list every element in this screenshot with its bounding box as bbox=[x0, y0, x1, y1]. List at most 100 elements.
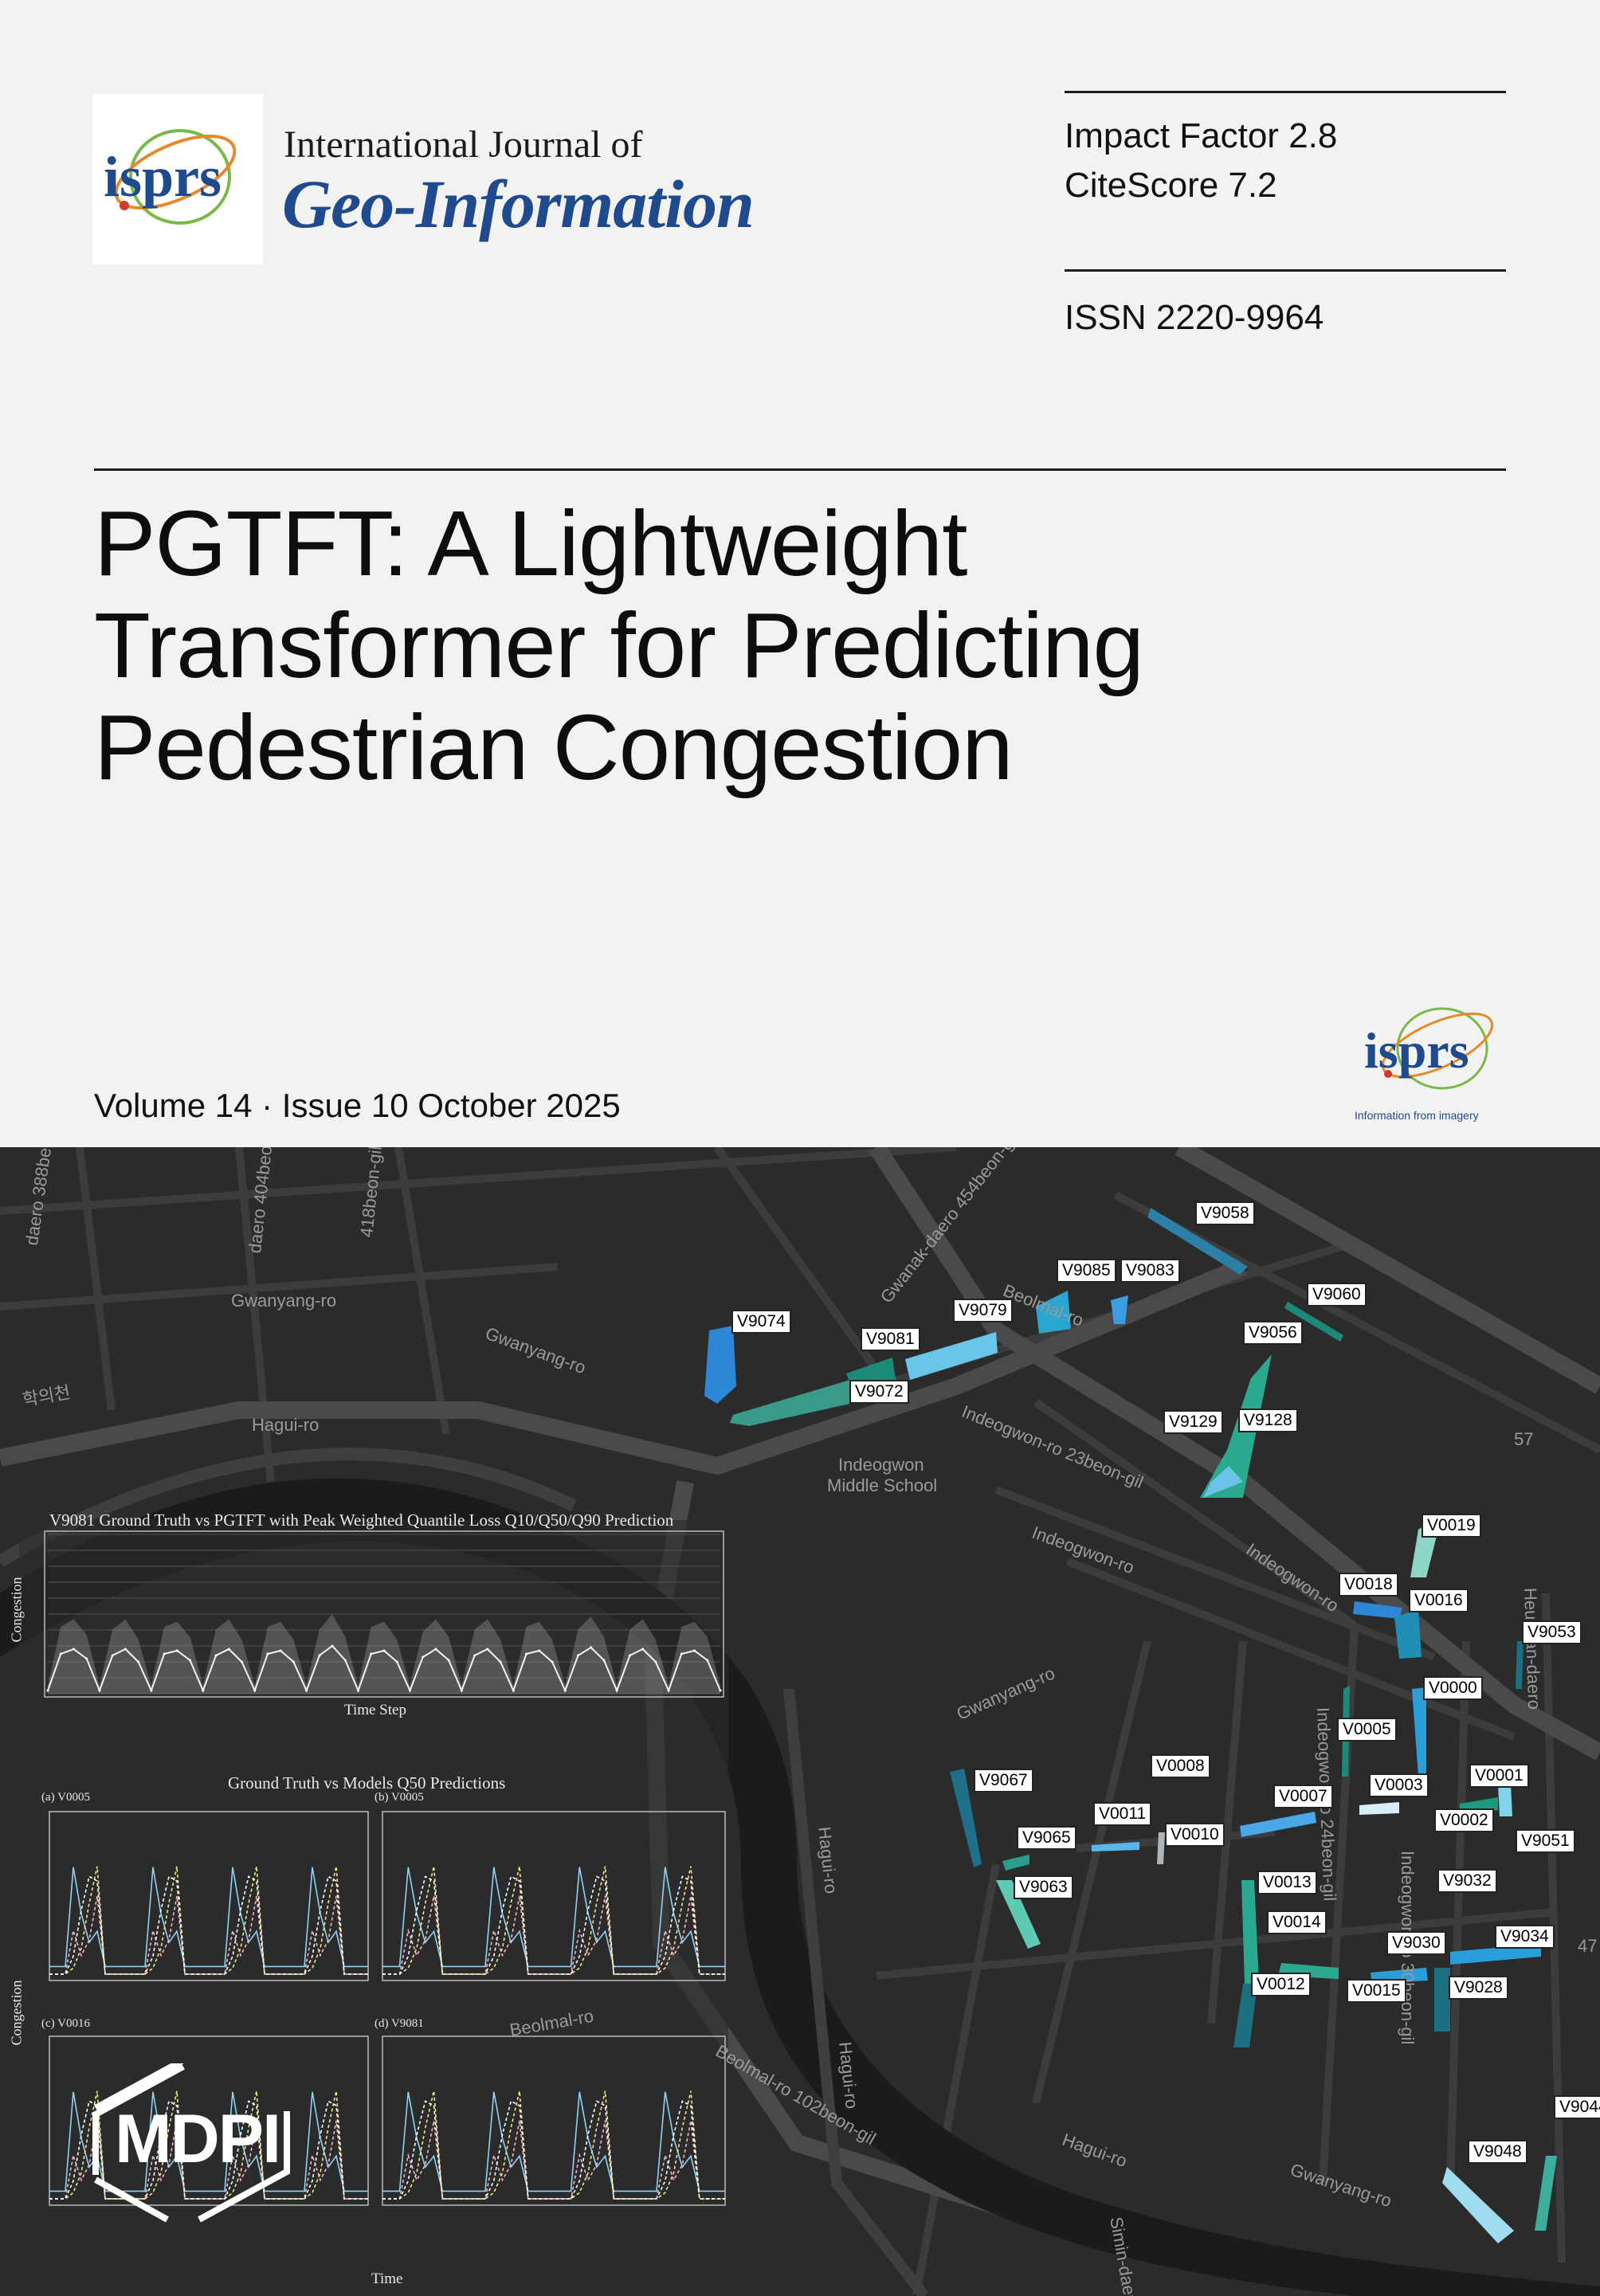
main-chart-point bbox=[447, 1659, 450, 1662]
segment-label: V0007 bbox=[1273, 1785, 1333, 1808]
segment-label: V9051 bbox=[1516, 1829, 1575, 1853]
main-chart-point bbox=[538, 1649, 541, 1652]
segment-label: V0019 bbox=[1422, 1514, 1481, 1538]
segment-label: V9129 bbox=[1163, 1410, 1223, 1434]
journal-logo: isprs bbox=[92, 94, 263, 264]
main-chart-point bbox=[382, 1649, 386, 1652]
street-name: Hagui-ro bbox=[252, 1415, 320, 1435]
title-line-2: Transformer for Predicting bbox=[94, 594, 1144, 697]
panel-a-label: (a) V0005 bbox=[41, 1791, 90, 1804]
segment-label: V9028 bbox=[1449, 1976, 1508, 2000]
journal-name-line2: Geo-Information bbox=[282, 166, 755, 242]
article-title: PGTFT: A Lightweight Transformer for Pre… bbox=[94, 492, 1528, 798]
title-line-3: Pedestrian Congestion bbox=[94, 695, 1014, 799]
segment-label: V0008 bbox=[1151, 1754, 1210, 1778]
main-chart-point bbox=[305, 1689, 308, 1692]
segment-label: V0012 bbox=[1251, 1973, 1311, 1996]
street-name: Middle School bbox=[827, 1475, 938, 1495]
main-chart-point bbox=[434, 1648, 437, 1651]
main-chart-point bbox=[473, 1654, 476, 1657]
journal-name-line1: International Journal of bbox=[284, 123, 643, 166]
panel-series-line bbox=[382, 2091, 725, 2192]
main-chart-point bbox=[266, 1652, 269, 1655]
main-chart-point bbox=[602, 1659, 606, 1662]
panel-series-line bbox=[382, 1875, 725, 1975]
main-chart-xlabel: Time Step bbox=[344, 1702, 406, 1718]
main-chart-point bbox=[654, 1660, 657, 1663]
grid-ylabel: Congestion bbox=[8, 1980, 25, 2046]
title-rule bbox=[94, 468, 1506, 471]
main-chart-point bbox=[563, 1689, 567, 1692]
segment-label: V0000 bbox=[1423, 1676, 1483, 1700]
main-chart-point bbox=[357, 1689, 360, 1692]
segment-label: V9063 bbox=[1014, 1875, 1073, 1899]
street-name: 57 bbox=[1514, 1429, 1534, 1449]
main-chart bbox=[46, 1534, 722, 1695]
segment-label: V9072 bbox=[849, 1380, 909, 1404]
segment-label: V9074 bbox=[731, 1310, 791, 1334]
society-logo-text: isprs bbox=[1364, 1022, 1469, 1079]
main-chart-point bbox=[460, 1689, 463, 1692]
segment-label: V9048 bbox=[1468, 2140, 1527, 2164]
main-chart-point bbox=[499, 1660, 502, 1663]
isprs-society-logo-icon: isprs bbox=[1364, 1007, 1494, 1090]
segment-label: V0010 bbox=[1165, 1823, 1225, 1847]
map-illustration: Gwanyang-ro Gwanyang-ro Hagui-ro Indeogw… bbox=[0, 1147, 1600, 2296]
segment-label: V9032 bbox=[1437, 1869, 1497, 1893]
main-chart-point bbox=[137, 1660, 140, 1663]
main-chart-point bbox=[408, 1689, 411, 1692]
segment-label: V9067 bbox=[974, 1769, 1033, 1793]
main-chart-quantile-band bbox=[48, 1614, 720, 1694]
main-chart-point bbox=[189, 1659, 192, 1662]
main-chart-point bbox=[706, 1659, 709, 1662]
segment-label: V0001 bbox=[1469, 1764, 1529, 1788]
street-name: 47 bbox=[1578, 1936, 1598, 1956]
main-chart-point bbox=[240, 1660, 243, 1663]
street-name: Gwanyang-ro bbox=[231, 1291, 337, 1311]
main-chart-ylabel: Congestion bbox=[8, 1577, 25, 1643]
segment-label: V9060 bbox=[1307, 1283, 1367, 1307]
main-chart-point bbox=[72, 1648, 75, 1651]
panel-series-line bbox=[49, 1867, 368, 1968]
street-name: Heungan-daero bbox=[1520, 1587, 1545, 1710]
segment-label: V9053 bbox=[1522, 1620, 1582, 1644]
main-chart-point bbox=[98, 1689, 101, 1692]
segment-label: V0011 bbox=[1093, 1802, 1152, 1826]
panel-b-label: (b) V0005 bbox=[375, 1791, 424, 1804]
panel-series-line bbox=[382, 2120, 725, 2200]
citescore: CiteScore 7.2 bbox=[1065, 166, 1277, 205]
main-chart-point bbox=[111, 1654, 114, 1657]
impact-factor: Impact Factor 2.8 bbox=[1065, 116, 1338, 155]
main-chart-point bbox=[680, 1652, 683, 1655]
volume-issue: Volume 14 · Issue 10 October 2025 bbox=[94, 1087, 621, 1124]
main-chart-point bbox=[292, 1660, 295, 1663]
segment-label: V0018 bbox=[1339, 1573, 1398, 1597]
main-chart-point bbox=[279, 1649, 282, 1652]
main-chart-point bbox=[214, 1654, 218, 1657]
segment-label: V9034 bbox=[1495, 1925, 1555, 1949]
segment-label: V0003 bbox=[1369, 1773, 1429, 1797]
panel-series-line bbox=[49, 2100, 368, 2200]
society-tagline: Information from imagery bbox=[1355, 1109, 1479, 1122]
street-name: Indeogwon bbox=[838, 1455, 924, 1475]
grid-title: Ground Truth vs Models Q50 Predictions bbox=[228, 1773, 506, 1793]
main-chart-point bbox=[150, 1689, 153, 1692]
main-chart-point bbox=[202, 1689, 205, 1692]
main-chart-point bbox=[667, 1689, 670, 1692]
main-chart-point bbox=[85, 1657, 88, 1660]
main-chart-point bbox=[163, 1652, 166, 1655]
main-chart-point bbox=[525, 1652, 528, 1655]
panel-series-line bbox=[49, 2091, 368, 2192]
main-chart-point bbox=[628, 1654, 631, 1657]
main-chart-point bbox=[615, 1689, 618, 1692]
segment-label: V0002 bbox=[1434, 1808, 1494, 1832]
segment-label: V0013 bbox=[1257, 1871, 1317, 1894]
panel-c-label: (c) V0016 bbox=[41, 2017, 90, 2030]
metrics-top-rule bbox=[1065, 91, 1506, 93]
main-chart-point bbox=[719, 1689, 722, 1692]
main-chart-point bbox=[253, 1689, 257, 1692]
main-chart-point bbox=[227, 1648, 230, 1651]
main-chart-point bbox=[46, 1689, 49, 1692]
publisher-logo-text: MDPI bbox=[115, 2101, 281, 2177]
metrics-mid-rule bbox=[1065, 269, 1506, 272]
